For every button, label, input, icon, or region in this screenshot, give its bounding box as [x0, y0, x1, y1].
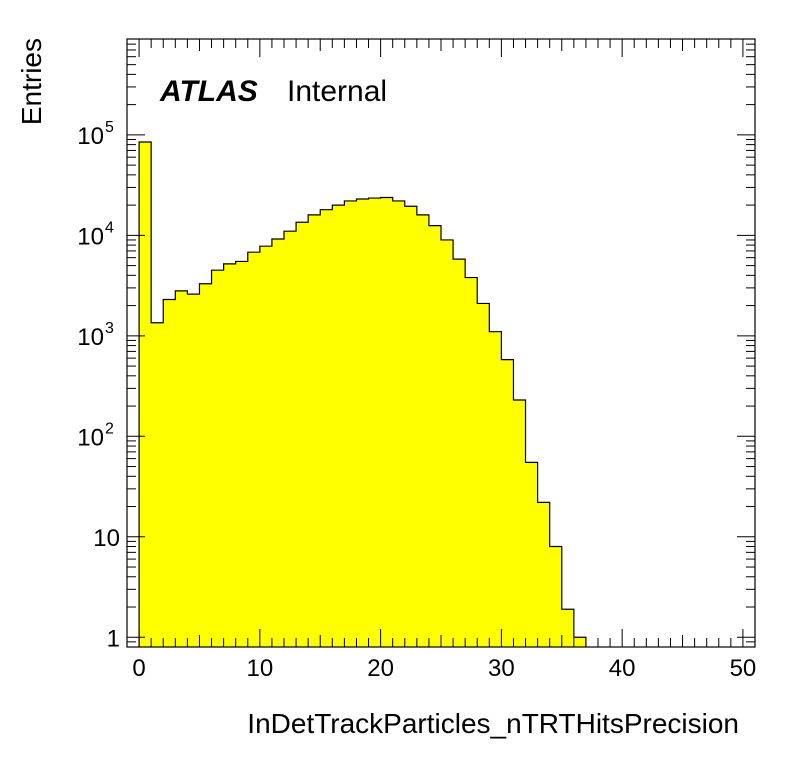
y-tick-exponent: 5: [105, 119, 114, 136]
histogram-bar: [247, 252, 261, 647]
histogram-bar: [441, 239, 454, 647]
histogram-bar: [380, 197, 394, 647]
histogram-bar: [320, 209, 333, 647]
histogram-bar: [163, 299, 176, 647]
histogram-bar: [284, 231, 297, 647]
histogram-bar: [477, 303, 490, 647]
x-tick-label: 40: [609, 655, 636, 682]
histogram-bar: [525, 462, 539, 647]
histogram-bar: [356, 199, 369, 647]
histogram-bar: [223, 263, 237, 647]
y-tick-label: 10: [77, 424, 104, 451]
histogram-bar: [404, 206, 418, 647]
x-tick-label: 30: [488, 655, 515, 682]
histogram-bar: [368, 198, 382, 647]
histogram-bar: [573, 637, 587, 647]
histogram-bar: [465, 277, 478, 647]
x-tick-label: 50: [730, 655, 757, 682]
x-tick-label: 10: [246, 655, 273, 682]
histogram-bar: [235, 261, 249, 647]
histogram-bar: [308, 214, 321, 647]
histogram-bar: [271, 238, 285, 647]
histogram-bar: [513, 399, 526, 647]
x-tick-label: 0: [132, 655, 145, 682]
histogram-bar: [332, 205, 345, 647]
internal-label: Internal: [287, 75, 387, 108]
histogram-bar: [151, 322, 164, 647]
y-tick-exponent: 2: [105, 420, 114, 437]
histogram-bar: [211, 270, 225, 647]
y-axis-title: Entries: [16, 38, 47, 125]
histogram-bar: [453, 259, 466, 647]
histogram-bar: [428, 225, 442, 647]
y-tick-exponent: 3: [105, 320, 114, 337]
histogram-bar: [537, 502, 551, 647]
histogram-bar: [416, 214, 430, 647]
histogram-bars: [139, 141, 587, 647]
y-tick-label: 10: [77, 324, 104, 351]
y-tick-label: 1: [107, 625, 120, 652]
x-tick-label: 20: [367, 655, 394, 682]
histogram-bar: [501, 359, 514, 647]
axis-ticks: [127, 38, 755, 648]
histogram-outline: [138, 141, 587, 647]
histogram-bar: [344, 200, 357, 647]
histogram-bar: [199, 283, 212, 647]
histogram-bar: [187, 294, 200, 647]
histogram-bar: [259, 246, 273, 647]
y-tick-exponent: 4: [105, 219, 114, 236]
y-tick-label: 10: [77, 123, 104, 150]
atlas-label: ATLAS: [159, 75, 258, 108]
x-axis-title: InDetTrackParticles_nTRTHitsPrecision: [247, 708, 739, 739]
histogram-bar: [175, 290, 188, 647]
histogram-bar: [139, 141, 152, 647]
y-tick-label: 10: [93, 525, 120, 552]
histogram-bar: [489, 331, 502, 647]
histogram-bar: [561, 609, 575, 647]
histogram-bar: [392, 200, 406, 647]
histogram-bar: [296, 222, 309, 647]
histogram-bar: [549, 546, 563, 647]
y-tick-label: 10: [77, 223, 104, 250]
